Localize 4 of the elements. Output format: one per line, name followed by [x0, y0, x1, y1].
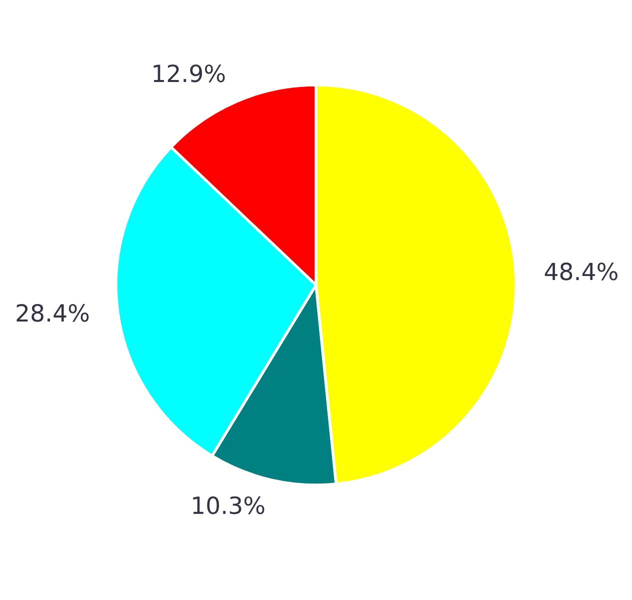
data-label: 10.3% — [193, 496, 264, 514]
data-label: 48.4% — [544, 262, 618, 280]
data-label: 12.9% — [154, 64, 225, 82]
data-label: 28.4% — [16, 304, 89, 322]
